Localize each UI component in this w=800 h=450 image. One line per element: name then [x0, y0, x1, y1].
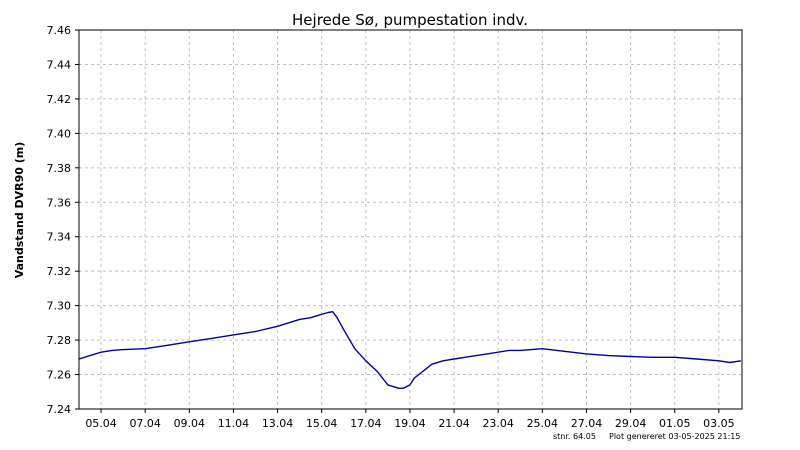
x-tick-label: 11.04	[218, 417, 250, 430]
x-tick-label: 15.04	[306, 417, 338, 430]
grid-lines	[79, 30, 742, 409]
x-axis: 05.04 07.04 09.04 11.04 13.04 15.04 17.04 19.04…	[85, 409, 735, 430]
x-tick-label: 01.05	[659, 417, 691, 430]
x-tick-label: 09.04	[174, 417, 206, 430]
chart-title: Hejrede Sø, pumpestation indv.	[292, 11, 528, 29]
y-tick-label: 7.36	[47, 196, 72, 209]
station-number: stnr. 64.05	[553, 432, 596, 441]
x-tick-label: 29.04	[615, 417, 647, 430]
x-tick-label: 05.04	[85, 417, 117, 430]
x-tick-label: 17.04	[350, 417, 382, 430]
y-tick-label: 7.46	[47, 24, 72, 37]
y-axis-label: Vandstand DVR90 (m)	[13, 142, 26, 279]
x-tick-label: 27.04	[571, 417, 603, 430]
x-tick-label: 07.04	[129, 417, 161, 430]
y-tick-label: 7.34	[47, 231, 72, 244]
y-tick-label: 7.24	[47, 403, 72, 416]
y-tick-label: 7.30	[47, 300, 72, 313]
y-tick-label: 7.42	[47, 93, 72, 106]
series-layer	[78, 311, 742, 389]
x-tick-label: 13.04	[262, 417, 294, 430]
y-tick-label: 7.28	[47, 334, 72, 347]
plot-generated-timestamp: Plot genereret 03-05-2025 21:15	[609, 432, 740, 441]
y-axis: 7.24 7.26 7.28 7.30 7.32 7.34 7.36 7.38 7.40 7.42…	[47, 24, 79, 416]
y-tick-label: 7.40	[47, 127, 72, 140]
y-tick-label: 7.32	[47, 265, 72, 278]
x-tick-label: 19.04	[394, 417, 426, 430]
y-tick-label: 7.38	[47, 162, 72, 175]
x-tick-label: 23.04	[482, 417, 514, 430]
x-tick-label: 25.04	[527, 417, 559, 430]
y-tick-label: 7.26	[47, 369, 72, 382]
plot-area-frame	[78, 29, 743, 410]
y-tick-label: 7.44	[47, 58, 72, 71]
x-tick-label: 03.05	[703, 417, 735, 430]
x-tick-label: 21.04	[438, 417, 470, 430]
water-level-series-line	[78, 311, 742, 389]
